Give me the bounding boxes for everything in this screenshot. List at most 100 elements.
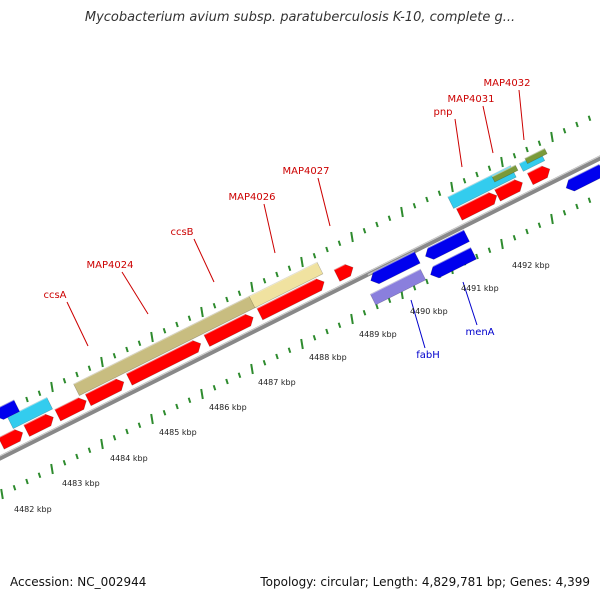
inner-ticks (0, 197, 592, 500)
scale-label: 4488 kbp (309, 353, 347, 362)
outer-tick (275, 271, 279, 278)
backbone-line (0, 155, 600, 461)
red-cds-shine (526, 165, 542, 174)
outer-tick (500, 156, 504, 168)
red-cds-shine (203, 313, 246, 336)
outer-tick (387, 215, 392, 222)
red-cds-shine (256, 278, 317, 309)
outer-tick (112, 352, 117, 359)
blue-cds (0, 399, 21, 420)
olive-feature-shine (524, 147, 545, 159)
blue-cds-shine (422, 229, 465, 252)
red-cds-shine (84, 378, 116, 395)
inner-tick (325, 328, 329, 335)
outer-tick (250, 281, 254, 293)
inner-tick (575, 203, 579, 210)
outer-tick (262, 277, 267, 284)
callout-line (482, 105, 494, 154)
outer-tick (225, 296, 229, 303)
outer-tick (325, 246, 329, 253)
blue-cds (367, 250, 421, 285)
blue-cds (562, 163, 600, 192)
topology-label: Topology: circular; Length: 4,829,781 bp… (260, 575, 590, 589)
inner-tick (125, 428, 129, 435)
outer-tick (562, 127, 567, 134)
scale-label: 4487 kbp (258, 378, 296, 387)
outer-tick (62, 377, 67, 384)
pale-feature (248, 261, 324, 309)
gene-label-MAP4024: MAP4024 (87, 260, 134, 271)
callout-line (66, 301, 89, 347)
blue-cds-shine (0, 399, 15, 412)
outer-tick (525, 146, 529, 153)
outer-tick (187, 315, 192, 322)
outer-tick (350, 231, 354, 243)
feature-track (0, 147, 600, 450)
outer-tick (212, 302, 217, 309)
inner-tick (287, 347, 292, 354)
callout-line (518, 89, 525, 141)
inner-tick (187, 397, 192, 404)
gene-label-MAP4026: MAP4026 (229, 192, 276, 203)
outer-tick (162, 327, 167, 334)
inner-tick (412, 284, 417, 291)
gene-label-fabH: fabH (416, 350, 440, 361)
outer-tick (400, 206, 404, 218)
red-cds (256, 278, 325, 321)
inner-tick (562, 209, 567, 216)
red-cds-shine (125, 339, 193, 375)
cyan-feature-shine (447, 164, 511, 198)
red-cds (203, 313, 254, 347)
callout-line (121, 271, 149, 315)
red-cds-shine (54, 397, 79, 411)
outer-tick (462, 177, 467, 184)
outer-tick (537, 140, 542, 147)
inner-tick (175, 403, 179, 410)
red-cds-shine (0, 428, 15, 439)
outer-tick (37, 390, 42, 397)
red-cds (54, 397, 87, 422)
inner-tick (525, 228, 529, 235)
sequence-backbone (0, 155, 600, 461)
outer-tick (75, 371, 79, 378)
outer-tick (312, 252, 317, 259)
red-cds (0, 428, 24, 450)
outer-tick (150, 331, 154, 343)
outer-tick (237, 290, 242, 297)
inner-tick (425, 278, 429, 285)
callout-line (454, 118, 463, 168)
inner-tick (25, 478, 29, 485)
callout-line (462, 281, 478, 326)
inner-tick (62, 459, 67, 466)
pale-feature-shine (248, 261, 318, 297)
red-cds-shine (23, 413, 46, 426)
inner-tick (162, 409, 167, 416)
inner-tick (337, 322, 342, 329)
gene-label-ccsA: ccsA (43, 290, 66, 301)
backbone-highlight (0, 155, 600, 457)
scale-label: 4492 kbp (512, 261, 550, 270)
scale-labels: 4482 kbp 4483 kbp 4484 kbp 4485 kbp 4486 kbp… (14, 261, 550, 514)
inner-tick (75, 453, 79, 460)
outer-tick (337, 240, 342, 247)
inner-tick (150, 413, 154, 425)
scale-label: 4482 kbp (14, 505, 52, 514)
outer-tick (175, 321, 179, 328)
outer-tick (487, 165, 492, 172)
outer-tick (550, 131, 554, 143)
red-cds-shine (455, 191, 489, 210)
blue-cds-shine (562, 163, 600, 183)
scale-label: 4490 kbp (410, 307, 448, 316)
outer-tick (287, 265, 292, 272)
red-cds (526, 165, 551, 186)
gene-label-MAP4027: MAP4027 (283, 166, 330, 177)
red-cds (494, 178, 523, 202)
inner-tick (500, 238, 504, 250)
red-cds (84, 378, 125, 407)
outer-tick (200, 306, 204, 318)
outer-tick (437, 190, 442, 197)
inner-tick (225, 378, 229, 385)
callout-line (193, 238, 215, 283)
inner-tick (0, 488, 4, 500)
